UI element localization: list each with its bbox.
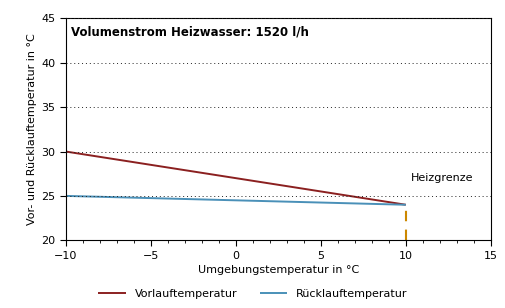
Rücklauftemperatur	[402, 203, 408, 207]
Line: Rücklauftemperatur: Rücklauftemperatur	[66, 196, 405, 205]
X-axis label: Umgebungstemperatur in °C: Umgebungstemperatur in °C	[197, 265, 358, 275]
Line: Vorlauftemperatur: Vorlauftemperatur	[66, 152, 405, 205]
Legend: Vorlauftemperatur, Rücklauftemperatur: Vorlauftemperatur, Rücklauftemperatur	[98, 289, 407, 299]
Rücklauftemperatur	[63, 194, 69, 198]
Vorlauftemperatur	[63, 150, 69, 153]
Text: Volumenstrom Heizwasser: 1520 l/h: Volumenstrom Heizwasser: 1520 l/h	[71, 26, 308, 38]
Y-axis label: Vor- und Rücklauftemperatur in °C: Vor- und Rücklauftemperatur in °C	[27, 34, 37, 225]
Vorlauftemperatur	[402, 203, 408, 207]
Text: Heizgrenze: Heizgrenze	[410, 172, 473, 183]
